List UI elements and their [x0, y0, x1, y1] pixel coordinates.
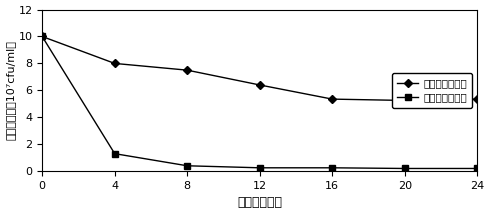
- X-axis label: 时间（小时）: 时间（小时）: [237, 197, 282, 209]
- 试验组残余芽孢: [39, 35, 45, 38]
- Y-axis label: 残余芽孢数（10⁷cfu/ml）: 残余芽孢数（10⁷cfu/ml）: [5, 40, 16, 140]
- 对照组残余芽孢: [474, 98, 480, 100]
- 试验组残余芽孢: [257, 166, 263, 169]
- 对照组残余芽孢: [329, 98, 335, 100]
- 对照组残余芽孢: [257, 84, 263, 86]
- 试验组残余芽孢: [474, 167, 480, 170]
- 对照组残余芽孢: [184, 69, 190, 71]
- 试验组残余芽孢: [329, 166, 335, 169]
- 对照组残余芽孢: [112, 62, 118, 65]
- 对照组残余芽孢: [402, 99, 408, 102]
- Legend: 对照组残余芽孢, 试验组残余芽孢: 对照组残余芽孢, 试验组残余芽孢: [392, 73, 472, 108]
- Line: 试验组残余芽孢: 试验组残余芽孢: [39, 34, 480, 171]
- 对照组残余芽孢: [39, 35, 45, 38]
- 试验组残余芽孢: [112, 152, 118, 155]
- Line: 对照组残余芽孢: 对照组残余芽孢: [39, 34, 480, 103]
- 试验组残余芽孢: [402, 167, 408, 170]
- 试验组残余芽孢: [184, 164, 190, 167]
